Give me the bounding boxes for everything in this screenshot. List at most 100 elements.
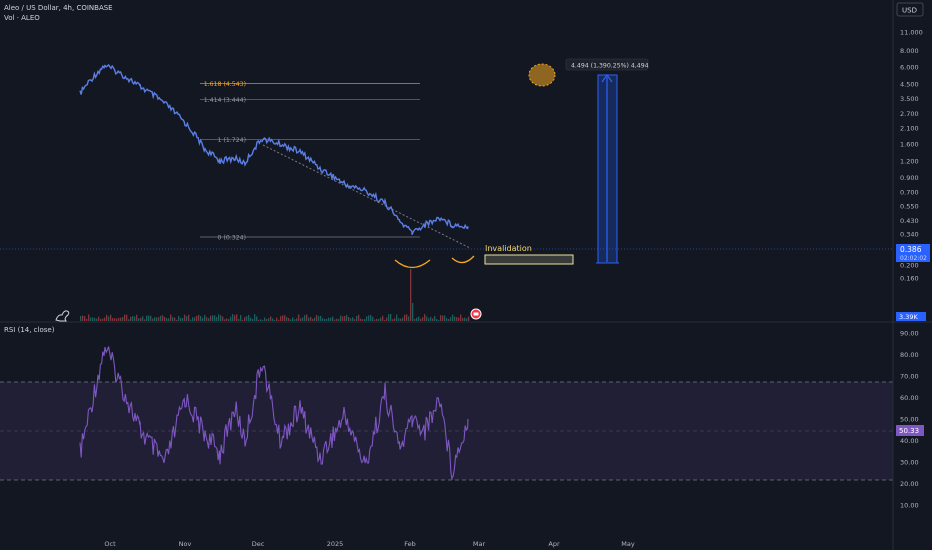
volume-bar: [104, 317, 106, 321]
measure-label: 4.494 (1,390.25%) 4,494: [571, 63, 649, 70]
volume-bar: [176, 319, 178, 321]
time-axis[interactable]: Oct Nov Dec 2025 Feb Mar Apr May: [104, 540, 634, 548]
volume-bar: [404, 314, 406, 321]
price-pane[interactable]: 1.618 (4.543) 1.414 (3.444) 1 (1.724) 0 (0.…: [0, 58, 893, 322]
volume-bar: [170, 314, 172, 321]
volume-bar: [134, 316, 136, 321]
volume-bar: [426, 316, 428, 321]
volume-bar: [350, 318, 352, 321]
volume-bar: [172, 317, 174, 321]
rsi-tick-label: 20.00: [900, 480, 919, 488]
volume-bar: [396, 314, 398, 321]
event-flag-icon[interactable]: [470, 308, 482, 320]
volume-bar: [330, 317, 332, 321]
volume-bar: [358, 314, 360, 321]
rsi-tick-label: 80.00: [900, 351, 919, 359]
volume-bar: [326, 318, 328, 321]
volume-bar: [200, 315, 202, 321]
volume-bar: [222, 316, 224, 321]
volume-bar: [214, 315, 216, 321]
volume-bar: [180, 317, 182, 321]
volume-bar: [338, 318, 340, 321]
volume-bar: [434, 315, 436, 321]
volume-bar: [468, 316, 470, 321]
target-circle[interactable]: [528, 63, 556, 87]
volume-bar: [304, 315, 306, 321]
volume-bar: [446, 318, 448, 321]
volume-bar: [430, 316, 432, 321]
volume-bar: [340, 315, 342, 321]
volume-bar: [406, 314, 408, 321]
rsi-value-badge: [896, 425, 924, 436]
volume-bar: [94, 317, 96, 321]
volume-bar: [110, 314, 112, 321]
rounding-bottom-arc-2: [451, 255, 475, 264]
volume-bar: [336, 318, 338, 321]
price-line: [79, 63, 469, 235]
volume-bar: [390, 314, 392, 321]
volume-bar: [442, 315, 444, 321]
volume-bar: [196, 315, 198, 321]
price-tick-label: 11.000: [900, 28, 923, 36]
price-tick-label: 0.160: [900, 275, 919, 283]
rsi-pane[interactable]: [0, 346, 893, 481]
volume-bar: [228, 319, 230, 321]
volume-bar: [262, 319, 264, 321]
volume-bar: [454, 316, 456, 321]
volume-bar: [126, 314, 128, 321]
volume-bar: [428, 318, 430, 321]
volume-bar: [294, 319, 296, 321]
volume-bar: [86, 318, 88, 321]
current-price-countdown: 02:02:02: [900, 255, 927, 262]
volume-badge: [896, 312, 926, 321]
volume-bar: [252, 318, 254, 321]
price-tick-label: 4.500: [900, 80, 919, 88]
volume-bar: [194, 317, 196, 321]
volume-bar: [246, 316, 248, 321]
volume-bar: [250, 317, 252, 321]
volume-bar: [296, 318, 298, 321]
volume-bar: [124, 314, 126, 321]
volume-bar: [458, 317, 460, 321]
volume-bar: [216, 316, 218, 321]
volume-bar: [106, 314, 108, 321]
currency-button[interactable]: [896, 2, 924, 17]
rsi-legend[interactable]: RSI (14, close): [4, 326, 55, 334]
price-axis[interactable]: 11.000 8.000 6.000 4.500 3.500 2.700 2.100 1.60…: [892, 0, 930, 550]
volume-bar: [140, 317, 142, 321]
time-tick-label: Apr: [548, 540, 560, 548]
volume-bar: [98, 316, 100, 321]
volume-bar: [226, 318, 228, 321]
volume-bar: [248, 314, 250, 321]
volume-bar: [136, 314, 138, 321]
symbol-title[interactable]: Aleo / US Dollar, 4h, COINBASE: [4, 4, 113, 12]
volume-bar: [378, 318, 380, 321]
volume-bar: [422, 317, 424, 321]
time-tick-label: Nov: [179, 540, 192, 548]
volume-bar: [300, 318, 302, 321]
volume-bar: [368, 315, 370, 321]
current-price-value: 0.386: [900, 245, 922, 254]
volume-bar: [348, 316, 350, 321]
rsi-tick-label: 60.00: [900, 394, 919, 402]
volume-bar: [218, 314, 220, 321]
rsi-tick-label: 30.00: [900, 459, 919, 467]
volume-bar: [148, 315, 150, 321]
volume-bar: [366, 316, 368, 321]
volume-bar: [450, 317, 452, 321]
volume-legend[interactable]: Vol · ALEO: [4, 14, 40, 22]
rsi-tick-label: 40.00: [900, 437, 919, 445]
invalidation-box[interactable]: [484, 254, 574, 265]
dino-logo-icon[interactable]: [55, 310, 70, 322]
volume-bar: [360, 318, 362, 321]
volume-bar: [232, 314, 234, 321]
fibonacci-retracement[interactable]: 1.618 (4.543) 1.414 (3.444) 1 (1.724) 0 (0.…: [200, 81, 420, 242]
volume-bar: [236, 314, 238, 321]
volume-bar: [142, 316, 144, 321]
price-tick-label: 1.600: [900, 141, 919, 149]
volume-bar: [394, 318, 396, 321]
volume-bar: [388, 314, 390, 321]
volume-bar: [316, 315, 318, 321]
volume-bar: [364, 319, 366, 321]
